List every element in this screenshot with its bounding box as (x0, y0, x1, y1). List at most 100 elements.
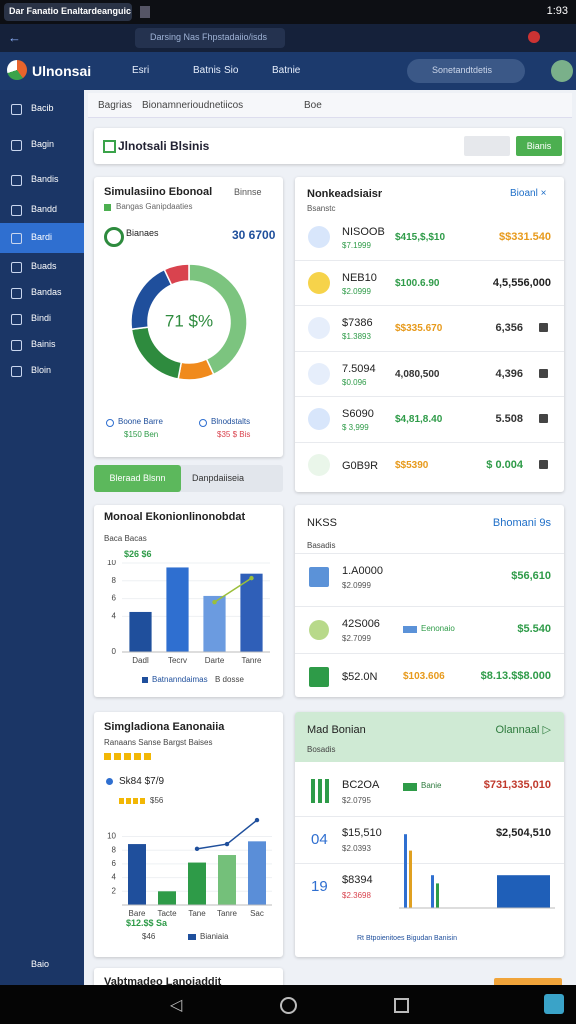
nav-item[interactable]: Batnis (193, 65, 221, 76)
tag-icon (403, 783, 417, 791)
profile-icon[interactable] (528, 31, 540, 43)
nav-icon (11, 233, 22, 244)
select-box[interactable]: Danpdaiiseia (192, 473, 245, 483)
row-name: 7.5094 (342, 362, 376, 375)
rating-stars (104, 753, 152, 760)
row-icon (308, 453, 330, 476)
card-title: Mad Bonian (307, 724, 366, 736)
row-total: $5.540 (517, 623, 551, 635)
sidebar-item[interactable]: Bandis (31, 174, 59, 184)
line-point (249, 575, 254, 581)
search-text[interactable]: Sonetandtdetis (432, 65, 493, 75)
card-subtitle: Bsanstc (307, 204, 336, 213)
bar (436, 883, 439, 908)
nav-item[interactable]: Batnie (272, 65, 301, 76)
row-icon (309, 620, 329, 640)
sidebar-item[interactable]: Bloin (31, 365, 52, 375)
row-tag: Eenonaio (421, 624, 455, 633)
status-bar: Dar Fanatio Enaltardeanguic 1:93 (0, 0, 576, 24)
sidebar-item[interactable]: Bainis (31, 339, 56, 349)
nav-icon (11, 288, 22, 299)
card-action[interactable]: Binnse (234, 187, 262, 197)
card-title: Simgladiona Eanonaiia (104, 721, 225, 733)
nav-icon (11, 262, 22, 273)
sidebar-item[interactable]: Bindi (31, 313, 52, 323)
row-icon (308, 362, 330, 385)
sidebar-item[interactable]: Buads (31, 261, 57, 271)
card-subtitle: Bangas Ganipdaaties (116, 202, 193, 211)
bar (158, 891, 176, 905)
row-value: $100.6.90 (395, 277, 440, 289)
bar (497, 875, 550, 908)
sidebar-item[interactable]: Bandd (31, 204, 58, 214)
sidebar-item[interactable]: Bagin (31, 139, 55, 149)
total-value: 30 6700 (232, 228, 276, 242)
app-icon[interactable] (544, 994, 564, 1014)
sidebar-item[interactable]: Bacib (31, 103, 54, 113)
y-tick-label: 8 (112, 845, 117, 854)
card-action[interactable]: Bhomani 9s (492, 517, 551, 529)
legend-label: Bianiaia (200, 932, 229, 941)
card-action[interactable]: Olannaal ▷ (495, 724, 551, 736)
row-name: NEB10 (342, 271, 377, 284)
chart: 2 4 6 8 10 Bare Tacte Tane Tanre Sac (107, 817, 272, 918)
bar (129, 611, 152, 652)
legend-swatch (188, 934, 196, 940)
row-icon (311, 779, 329, 803)
row-icon (308, 271, 330, 294)
row-name: S6090 (342, 408, 374, 420)
x-tick-label: Tanre (241, 656, 262, 665)
legend-swatch (104, 204, 111, 211)
card-action[interactable]: Bioanl × (510, 188, 547, 199)
card-subtitle: Baca Bacas (104, 534, 147, 543)
nav-item[interactable]: Esri (132, 65, 150, 76)
sidebar-item[interactable]: Bandas (31, 287, 62, 297)
url-bar[interactable] (135, 28, 285, 48)
y-tick-label: 0 (112, 647, 117, 656)
logo-icon (7, 60, 27, 80)
x-tick-label: Tacte (157, 909, 177, 918)
nav-item[interactable]: Sio (224, 65, 239, 76)
breadcrumb-item[interactable]: Bagrias (98, 100, 132, 111)
donut-segment (130, 326, 183, 380)
card-title: Simulasiino Ebonoal (104, 186, 213, 198)
filter-button[interactable]: Bleraad Blsnn (94, 465, 181, 492)
bar (431, 875, 434, 908)
nav-home[interactable] (280, 997, 297, 1014)
x-tick-label: Sac (250, 909, 264, 918)
row-total: 6,356 (495, 322, 523, 334)
row-divider (295, 350, 564, 352)
row-checkbox (539, 414, 548, 423)
legend-label: Bianaes (126, 228, 159, 238)
orange-chip (494, 978, 562, 988)
nav-icon (11, 340, 22, 351)
tab-title[interactable]: Dar Fanatio Enaltardeanguic (9, 6, 132, 16)
stat-sub: $56 (150, 796, 164, 805)
x-tick-label: Bare (129, 909, 146, 918)
back-button[interactable]: ← (8, 30, 21, 45)
row-total: $731,335,010 (483, 779, 551, 791)
legend-icon (104, 227, 124, 247)
url[interactable]: Darsing Nas Fhpstadaiio/isds (150, 32, 268, 42)
nav-recent[interactable] (394, 998, 409, 1013)
breadcrumb-item[interactable]: Boe (304, 100, 322, 111)
nav-icon (11, 366, 22, 377)
toggle-buttons[interactable] (464, 136, 510, 156)
avatar[interactable] (551, 60, 573, 82)
search-box[interactable] (407, 59, 525, 83)
primary-button[interactable]: Bianis (516, 136, 562, 156)
active-highlight (0, 223, 84, 253)
app-header: Ulnonsai Esri Batnis Sio Batnie Sonetandtdeti… (0, 52, 576, 90)
sidebar-item[interactable]: Baio (31, 959, 50, 969)
breadcrumb-item[interactable]: Bionamnerioudnetiicos (142, 100, 244, 111)
nav-back[interactable]: ◁ (170, 997, 183, 1014)
legend-value: $150 Ben (124, 430, 159, 439)
summary-value: $26 $6 (124, 549, 152, 559)
y-tick-label: 8 (112, 576, 117, 585)
stat-card: NKSS Bhomani 9s Basadis 1.A0000 $2.0999 $56,6… (295, 505, 564, 697)
title-card: Jlnotsali Blsinis Bianis (94, 128, 564, 164)
sidebar-item[interactable]: Bardi (31, 232, 53, 242)
row-name: 1.A0000 (342, 565, 383, 577)
tab[interactable] (4, 3, 132, 21)
donut-segment (177, 358, 215, 381)
